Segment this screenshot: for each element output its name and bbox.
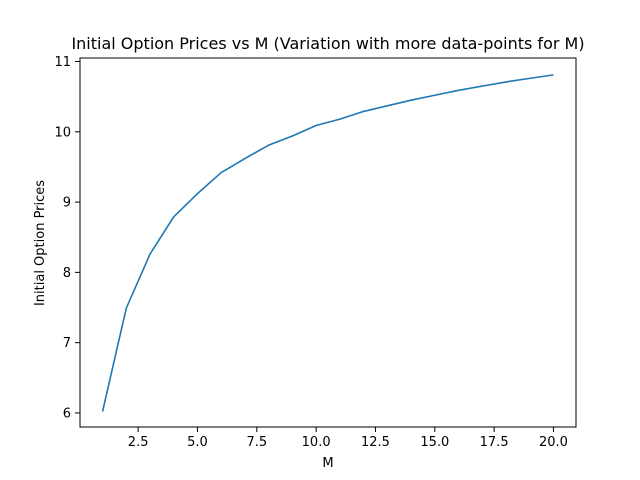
y-tick-label: 8 xyxy=(63,266,71,281)
y-tick-label: 9 xyxy=(63,196,71,211)
x-tick-label: 5.0 xyxy=(187,435,208,450)
y-axis-ticks: 6 7 8 9 10 11 xyxy=(54,55,80,421)
x-axis-label: M xyxy=(322,456,333,471)
x-tick-label: 17.5 xyxy=(480,435,509,450)
x-tick-label: 15.0 xyxy=(420,435,449,450)
y-tick-label: 7 xyxy=(63,336,71,351)
series-line xyxy=(101,74,554,412)
x-tick-label: 20.0 xyxy=(539,435,568,450)
y-tick-label: 6 xyxy=(63,406,71,421)
x-tick-label: 2.5 xyxy=(128,435,149,450)
y-tick-label: 11 xyxy=(54,55,71,70)
plot-frame xyxy=(79,57,577,428)
x-tick-label: 10.0 xyxy=(302,435,331,450)
y-tick-label: 10 xyxy=(54,125,71,140)
x-axis-ticks: 2.5 5.0 7.5 10.0 12.5 15.0 17.5 20.0 xyxy=(128,427,568,450)
plot-area xyxy=(101,74,554,412)
x-tick-label: 12.5 xyxy=(361,435,390,450)
chart-title: Initial Option Prices vs M (Variation wi… xyxy=(71,34,584,53)
y-axis-label: Initial Option Prices xyxy=(33,180,48,306)
x-tick-label: 7.5 xyxy=(246,435,267,450)
